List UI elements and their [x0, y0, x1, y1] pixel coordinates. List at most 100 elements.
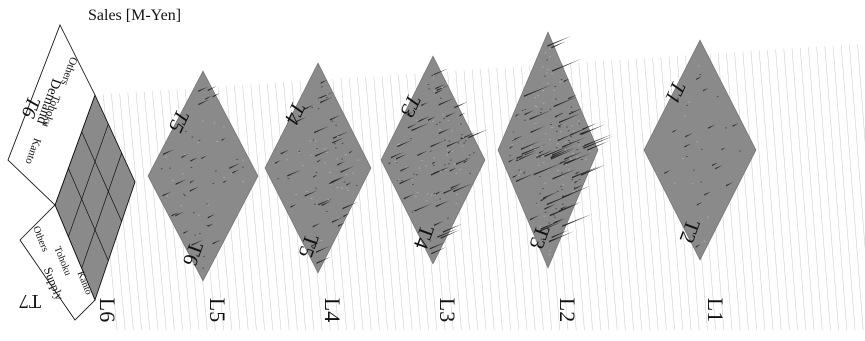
surface-texture	[577, 120, 580, 122]
spike	[434, 220, 444, 227]
surface-texture	[550, 154, 552, 156]
spike	[399, 176, 415, 185]
surface-texture	[570, 110, 573, 112]
surface-texture	[564, 161, 566, 163]
surface-texture	[519, 171, 522, 173]
grid-line	[742, 51, 766, 331]
surface-texture	[448, 140, 451, 142]
surface-texture	[555, 98, 557, 100]
surface-texture	[317, 108, 320, 110]
surface-texture	[212, 183, 215, 184]
surface-texture	[701, 148, 703, 150]
surface-texture	[574, 187, 576, 189]
surface-texture	[394, 161, 397, 163]
grid-line	[775, 49, 798, 331]
spike	[162, 191, 172, 197]
surface-texture	[562, 175, 564, 177]
surface-texture	[449, 159, 452, 161]
surface-texture	[537, 165, 540, 166]
surface-texture	[324, 162, 326, 164]
grid-line	[365, 76, 388, 331]
spike	[536, 149, 554, 159]
spike	[548, 231, 575, 243]
surface-texture	[569, 157, 571, 159]
grid-line	[594, 61, 618, 331]
level-label-L1: L1	[703, 298, 728, 322]
grid-divider	[81, 152, 122, 269]
spike	[543, 191, 559, 200]
surface-texture	[524, 109, 527, 110]
surface-texture	[433, 157, 435, 159]
surface-texture	[296, 125, 298, 127]
surface-texture	[472, 152, 475, 154]
spike	[429, 241, 446, 250]
grid-line	[357, 77, 380, 331]
surface-texture	[548, 139, 551, 140]
surface-L4	[264, 62, 372, 274]
surface-texture	[517, 158, 520, 160]
surface-texture	[398, 143, 400, 145]
spike	[320, 79, 328, 84]
level-label-L3: L3	[435, 298, 460, 322]
grid-line	[135, 92, 159, 331]
surface-texture	[522, 154, 525, 156]
surface-texture	[207, 204, 209, 206]
spike	[412, 203, 433, 213]
surface-texture	[570, 158, 573, 160]
surface-texture	[541, 155, 544, 157]
surface-texture	[432, 74, 435, 76]
spike	[331, 175, 346, 183]
surface-texture	[545, 72, 548, 74]
grid-line	[389, 75, 413, 331]
spike	[221, 138, 226, 142]
surface-texture	[523, 171, 526, 173]
surface-texture	[415, 174, 418, 176]
surface-texture	[418, 108, 420, 110]
spike	[430, 140, 445, 148]
surface-texture	[576, 149, 579, 151]
surface-texture	[298, 151, 301, 152]
surface-texture	[536, 155, 539, 157]
spike	[456, 157, 472, 165]
spike	[516, 149, 539, 160]
panel-L2: T3	[497, 31, 614, 269]
surface-texture	[345, 174, 348, 176]
level-label-L4: L4	[320, 298, 345, 322]
spike	[332, 216, 344, 223]
spike	[726, 182, 734, 187]
spike	[440, 229, 460, 239]
spike	[558, 124, 563, 128]
surface-texture	[299, 112, 301, 114]
surface-texture	[352, 172, 354, 174]
grid-line	[586, 61, 610, 331]
spike	[561, 185, 592, 199]
surface-texture	[544, 52, 547, 54]
surface-texture	[314, 203, 316, 205]
surface-texture	[310, 198, 313, 199]
spike	[207, 86, 217, 92]
surface-texture	[534, 97, 537, 99]
surface-texture	[447, 217, 449, 219]
grid-line	[258, 83, 282, 331]
surface-texture	[460, 123, 462, 125]
spike	[580, 164, 606, 176]
spike	[582, 133, 613, 148]
spike	[313, 174, 318, 178]
surface-texture	[355, 185, 358, 186]
spike	[438, 128, 451, 135]
surface-texture	[518, 174, 520, 176]
surface-texture	[698, 65, 700, 67]
spike	[442, 223, 463, 233]
spike	[544, 144, 574, 157]
surface-texture	[581, 159, 583, 161]
spike	[529, 110, 552, 121]
surface-texture	[432, 120, 434, 122]
spike	[558, 113, 582, 124]
spike	[198, 99, 210, 106]
spike	[349, 150, 353, 154]
spike	[515, 113, 520, 117]
grid-line	[799, 47, 823, 331]
surface-texture	[716, 96, 719, 98]
level-label-L5: L5	[205, 298, 230, 322]
surface-texture	[455, 203, 458, 205]
